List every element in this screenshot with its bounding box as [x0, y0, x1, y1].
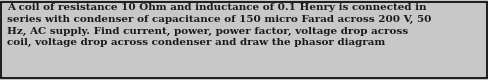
Text: A coil of resistance 10 Ohm and inductance of 0.1 Henry is connected in
series w: A coil of resistance 10 Ohm and inductan… — [7, 3, 432, 47]
FancyBboxPatch shape — [1, 2, 487, 78]
